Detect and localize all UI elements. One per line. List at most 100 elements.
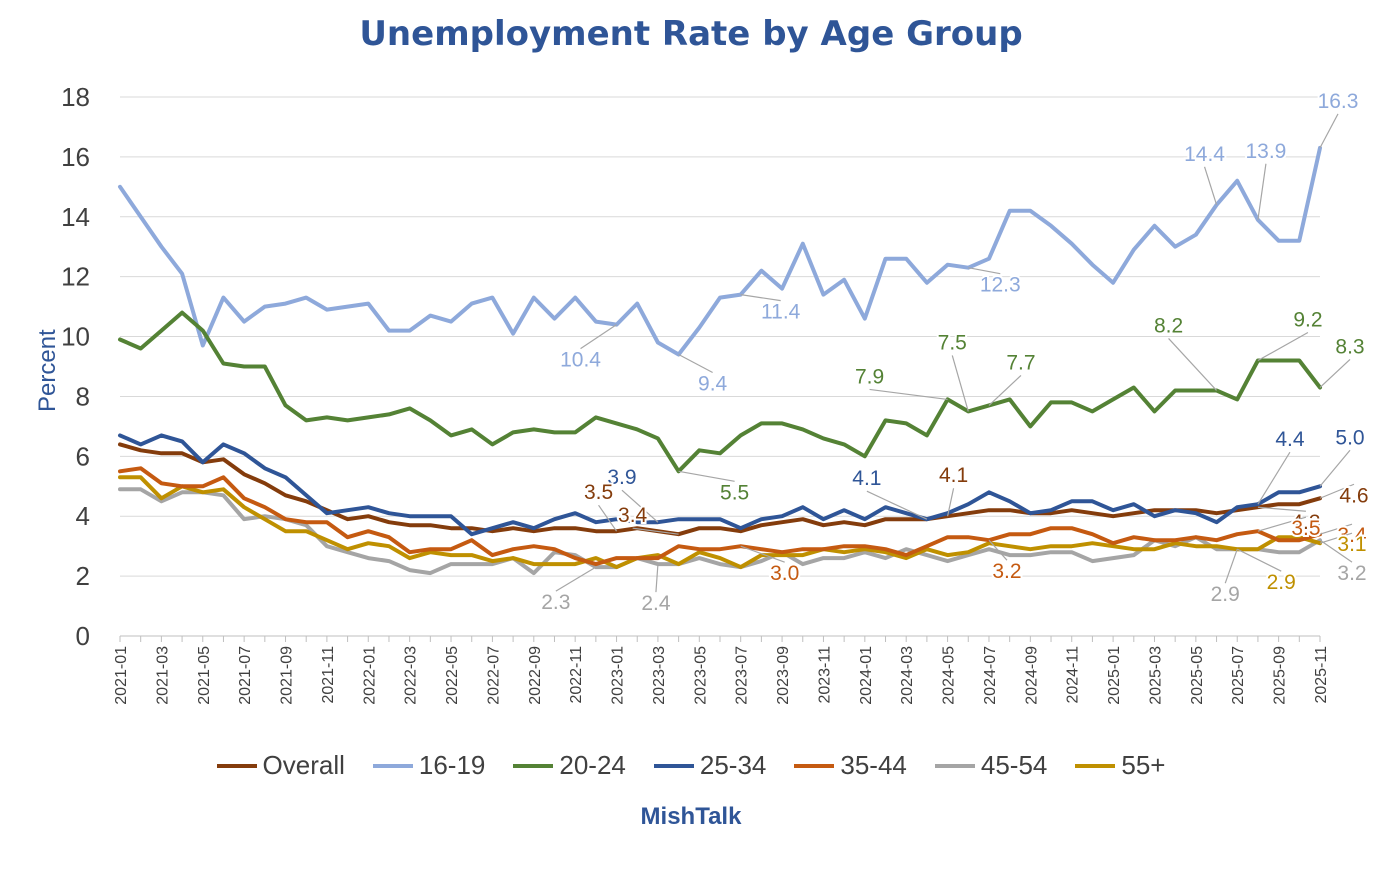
leader-line [1319,449,1351,487]
x-tick-label: 2022-09 [527,646,544,705]
data-label: 9.2 [1293,309,1322,332]
legend-swatch [653,763,694,768]
leader-line [678,353,713,374]
leader-line [1257,506,1306,512]
series-line-25-34 [118,433,1322,537]
data-label: 3.1 [1337,533,1366,556]
data-label: 16.3 [1318,90,1359,113]
x-tick-label: 2021-03 [154,646,171,705]
data-label: 12.3 [980,274,1021,297]
y-tick-label: 0 [76,621,90,651]
axes: 0 2 4 6 8 10 12 14 16 18 2021-01 2021-03 2021-05 2021… [61,82,1330,705]
series-line-16-19 [118,145,1322,357]
x-tick-label: 2025-09 [1272,646,1289,705]
series-line-35-44 [118,466,1322,567]
series-line-20-24 [118,310,1322,474]
legend-item: 25-34 [653,750,767,781]
leader-line [740,294,781,302]
data-label: 5.5 [720,481,749,504]
data-label: 3.4 [618,504,648,527]
legend-swatch [513,763,554,768]
legend-label: 16-19 [418,750,486,780]
x-tick-label: 2023-03 [651,646,668,705]
x-tick-label: 2025-03 [1147,646,1164,705]
legend-item: 20-24 [513,750,626,781]
data-labels: 16.3 14.4 13.9 12.3 11.4 10.4 9.4 9.2 8.3 8.2 7.9 7… [539,88,1370,617]
chart-title: Unemployment Rate by Age Group [359,14,1023,54]
leader-line [1319,532,1353,544]
legend-swatch [216,763,257,768]
data-label: 10.4 [560,349,601,372]
leader-line [1319,523,1353,535]
x-tick-label: 2024-09 [1023,646,1040,705]
x-tick-label: 2022-01 [361,646,378,705]
leader-line [678,470,735,482]
x-tick-label: 2025-01 [1106,646,1123,705]
leader-line [632,527,679,535]
leader-line [1257,163,1267,220]
legend-label: 45-54 [980,750,1048,780]
leader-line [968,267,1001,275]
x-tick-label: 2023-09 [775,646,792,705]
data-label: 3.5 [584,481,613,504]
leader-line [869,388,948,401]
data-label: 7.9 [855,365,884,388]
leader-line [555,566,597,592]
x-tick-label: 2022-05 [444,646,461,705]
legend-swatch [1075,763,1116,768]
data-label: 14.4 [1184,143,1225,166]
leader-line [951,355,969,412]
data-label: 2.9 [1267,571,1296,594]
x-tick-label: 2021-07 [237,646,254,705]
series-line-55plus [118,475,1322,570]
legend-label: 25-34 [699,750,767,780]
leader-line [1257,451,1291,505]
y-tick-label: 12 [61,262,90,292]
legend-label: 35-44 [840,750,907,780]
data-label: 4.6 [1339,484,1368,507]
legend: Overall 16-19 20-24 25-34 35-44 45-54 55+ [0,750,1382,781]
y-tick-label: 18 [61,82,90,112]
data-label: 5.0 [1335,426,1364,449]
leader-line [1168,338,1217,391]
leader-line [1319,113,1339,149]
data-label: 4.4 [1275,428,1305,451]
leader-line [1224,548,1238,584]
data-label: 3.2 [992,560,1021,583]
legend-label: 55+ [1121,750,1166,780]
gridlines [120,96,1320,577]
legend-item: 35-44 [794,750,907,781]
leader-line [988,374,1022,406]
x-tick-label: 2025-05 [1189,646,1206,705]
data-label: 3.9 [607,466,636,489]
leader-line [866,490,928,520]
y-tick-label: 6 [76,441,90,471]
data-label: 8.3 [1335,335,1364,358]
leader-line [988,539,1008,561]
data-label: 8.2 [1154,314,1183,337]
x-tick-label: 2024-11 [1065,646,1082,704]
data-label: 3.5 [1291,517,1320,540]
leader-line [1319,483,1355,499]
leader-line [740,545,785,563]
data-label: 4.1 [939,464,968,487]
y-tick-label: 10 [61,322,90,352]
x-tick-label: 2021-11 [320,646,337,704]
x-tick-label: 2025-11 [1313,646,1330,704]
x-tick-label: 2022-07 [485,646,502,705]
leader-line [946,488,955,517]
y-tick-label: 14 [61,202,90,232]
data-label: 11.4 [761,301,801,324]
leader-line [580,324,617,350]
x-tick-label: 2023-11 [816,646,833,704]
leader-line [655,564,659,593]
x-tick-label: 2024-05 [941,646,958,705]
x-tick-label: 2022-03 [403,646,420,705]
legend-item: Overall [216,750,345,781]
leader-line [1257,331,1309,362]
data-label: 2.3 [541,591,570,614]
y-tick-label: 2 [76,561,90,591]
legend-item: 16-19 [372,750,486,781]
x-tick-label: 2021-05 [196,646,213,705]
